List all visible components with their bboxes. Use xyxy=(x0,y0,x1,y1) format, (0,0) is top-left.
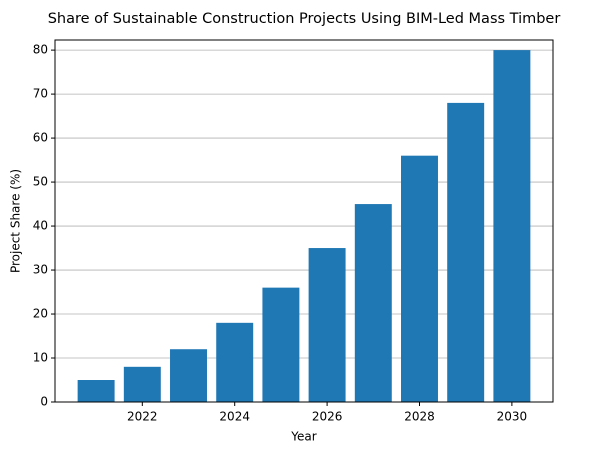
bar xyxy=(216,322,254,402)
y-tick-label: 30 xyxy=(33,263,48,277)
y-tick-label: 70 xyxy=(33,87,48,101)
bar xyxy=(401,155,438,402)
y-tick-label: 60 xyxy=(33,131,48,145)
y-tick-label: 20 xyxy=(33,307,48,321)
x-tick-label: 2028 xyxy=(404,410,435,424)
bar xyxy=(123,366,161,402)
bar xyxy=(77,380,115,402)
y-axis-label: Project Share (%) xyxy=(9,169,23,273)
y-tick-label: 50 xyxy=(33,175,48,189)
chart-title: Share of Sustainable Construction Projec… xyxy=(48,11,561,27)
y-tick-label: 10 xyxy=(33,351,48,365)
bar xyxy=(354,204,392,402)
x-tick-label: 2030 xyxy=(497,410,528,424)
bar xyxy=(262,287,300,402)
bar xyxy=(447,102,485,403)
y-tick-label: 80 xyxy=(33,43,48,57)
bar xyxy=(493,50,531,403)
plot-frame xyxy=(54,39,554,403)
x-tick-label: 2024 xyxy=(219,410,250,424)
x-tick-label: 2022 xyxy=(127,410,158,424)
y-tick-label: 0 xyxy=(40,395,48,409)
y-tick-label: 40 xyxy=(33,219,48,233)
x-axis-label: Year xyxy=(290,430,316,444)
bar xyxy=(308,248,346,402)
x-tick-label: 2026 xyxy=(312,410,343,424)
bar xyxy=(170,349,207,402)
